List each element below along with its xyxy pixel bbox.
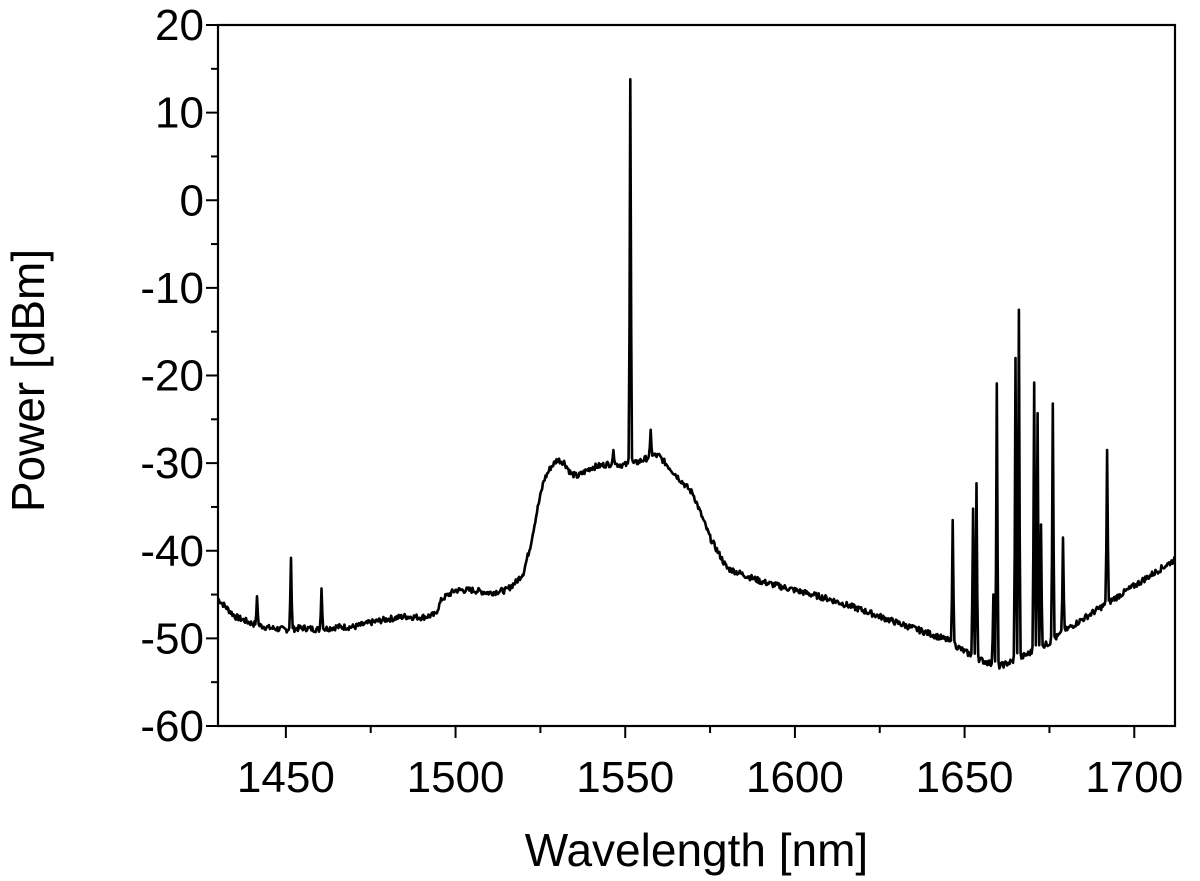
x-tick-label: 1700 [1085, 753, 1183, 802]
x-tick-label: 1600 [746, 753, 844, 802]
axis-ticks [206, 24, 1136, 738]
y-tick-label: 10 [155, 89, 204, 138]
spectrum-line [217, 78, 1177, 670]
y-tick-label: -30 [140, 439, 204, 488]
y-tick-label: 0 [180, 176, 204, 225]
x-tick-label: 1650 [916, 753, 1014, 802]
x-axis-title: Wavelength [nm] [525, 824, 868, 876]
y-tick-label: -10 [140, 264, 204, 313]
y-tick-label: -60 [140, 702, 204, 751]
plot-frame [216, 23, 1177, 728]
y-axis-title: Power [dBm] [2, 249, 54, 512]
tick-labels: 1450 1500 1550 1600 1650 1700 -60 -50 -40 -30 -20 -… [140, 1, 1183, 802]
y-tick-label: -20 [140, 352, 204, 401]
x-tick-label: 1450 [237, 753, 335, 802]
y-tick-label: -40 [140, 527, 204, 576]
y-tick-label: -50 [140, 614, 204, 663]
x-tick-label: 1550 [576, 753, 674, 802]
y-tick-label: 20 [155, 1, 204, 50]
x-tick-label: 1500 [407, 753, 505, 802]
